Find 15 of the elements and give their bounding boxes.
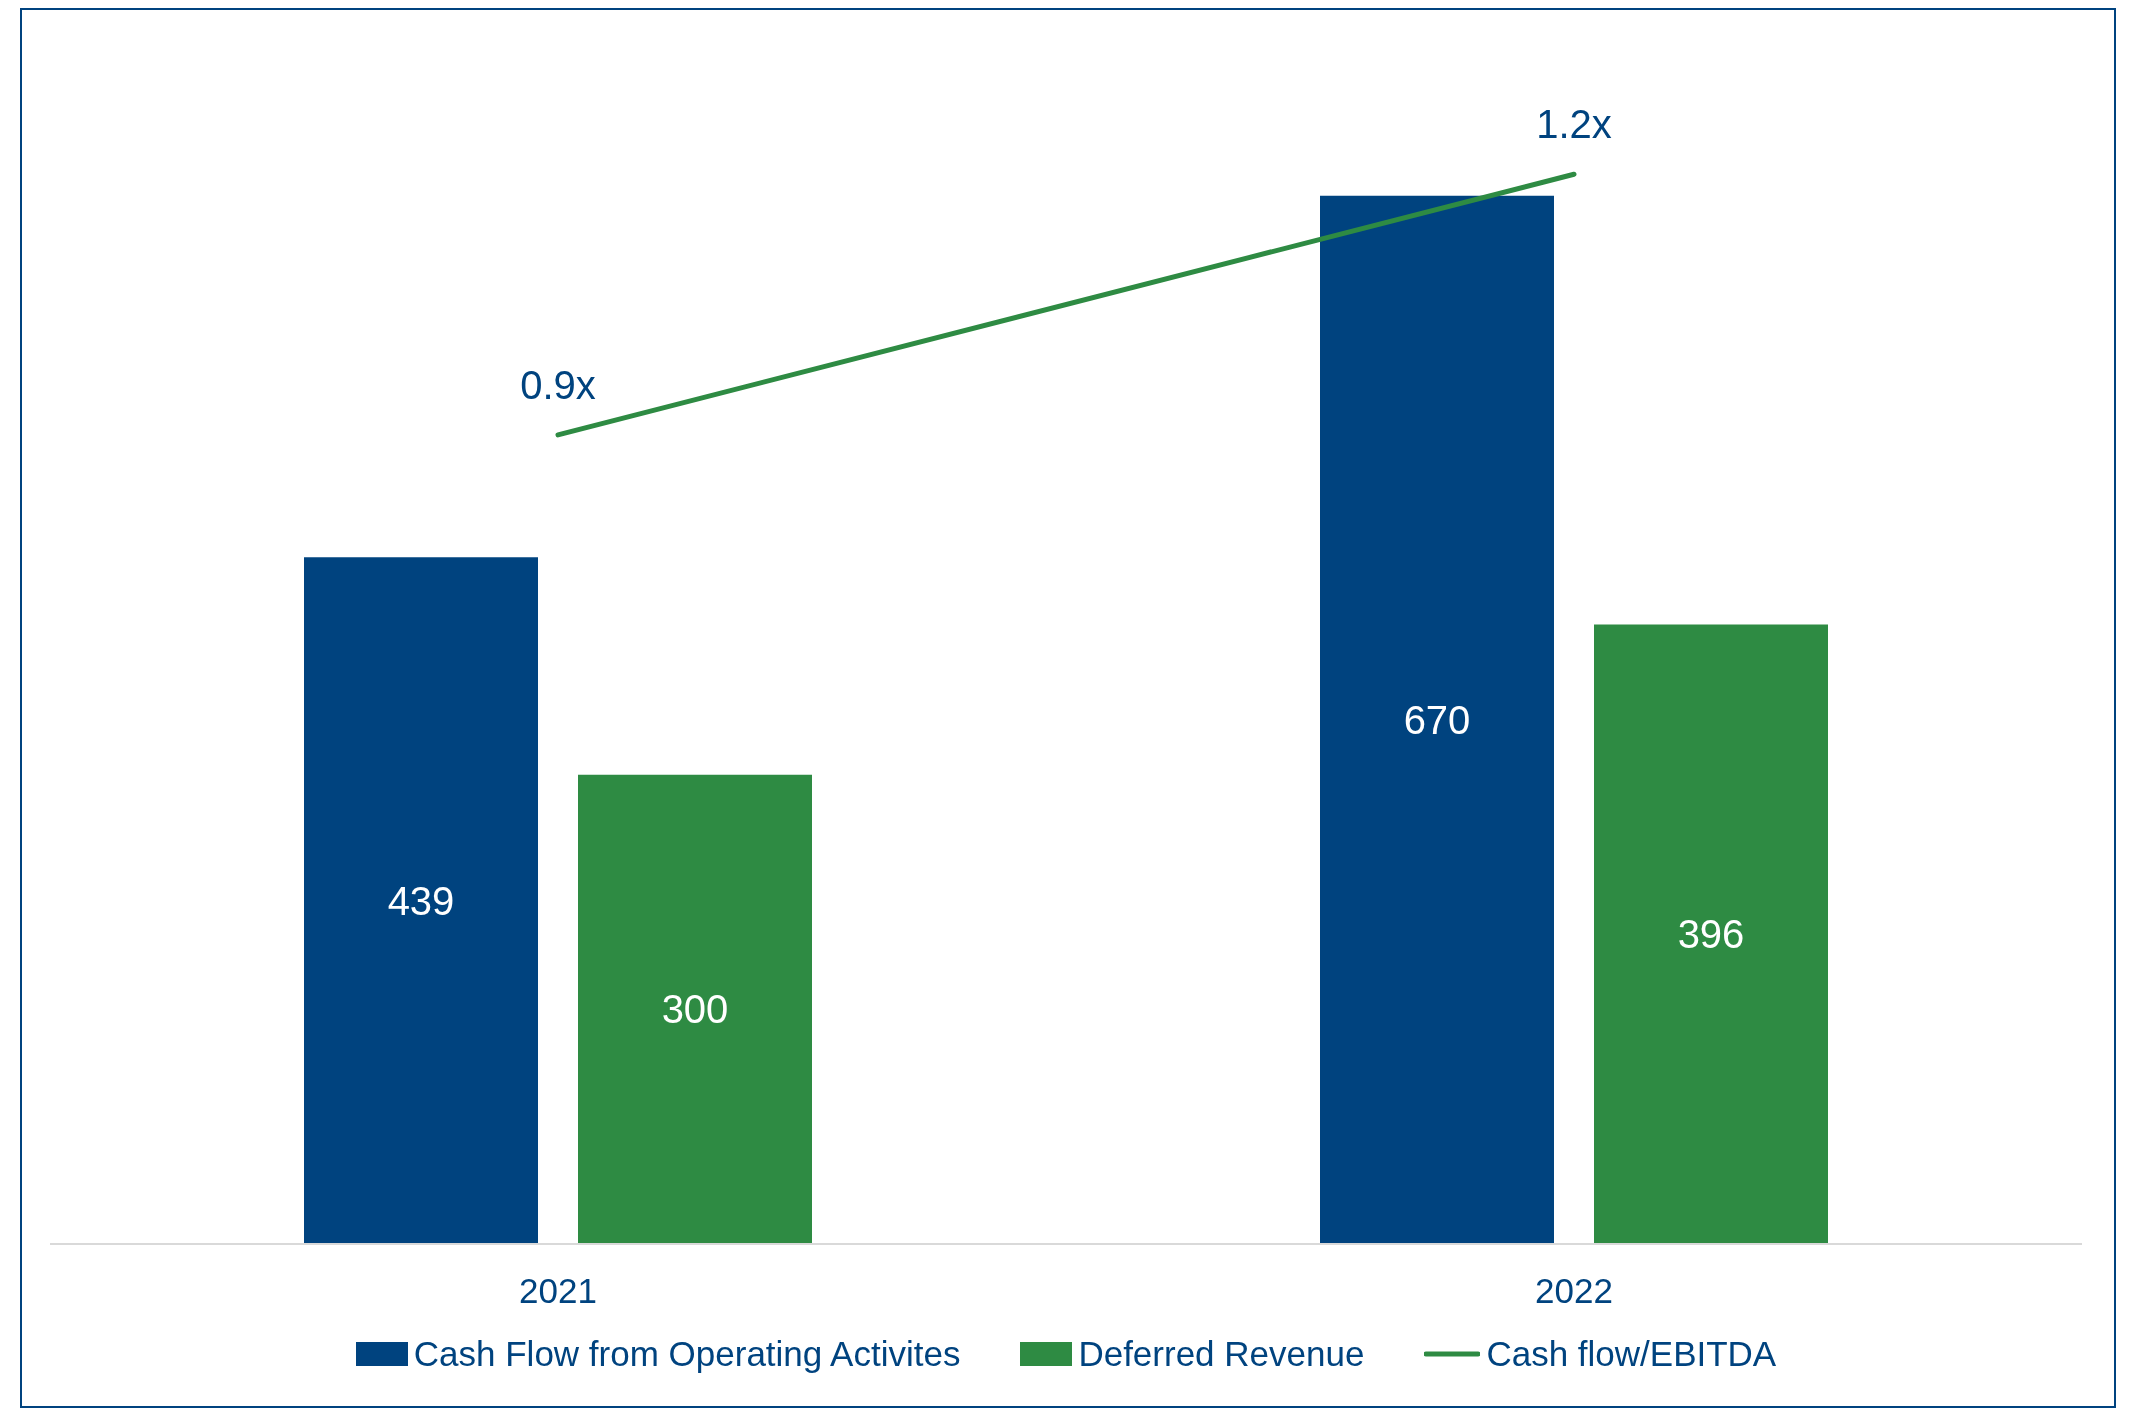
data-label: 0.9x xyxy=(520,362,596,407)
legend-label: Cash flow/EBITDA xyxy=(1486,1334,1777,1374)
data-label: 1.2x xyxy=(1536,102,1612,147)
bar xyxy=(1594,624,1828,1244)
data-label: 439 xyxy=(387,878,455,923)
legend-label: Cash Flow from Operating Activites xyxy=(413,1334,961,1374)
data-label: 300 xyxy=(661,987,729,1032)
bar xyxy=(578,774,812,1244)
x-tick-label: 2021 xyxy=(519,1270,597,1310)
x-tick-label: 2022 xyxy=(1535,1270,1613,1310)
legend-label: Deferred Revenue xyxy=(1078,1334,1365,1374)
bar xyxy=(1320,195,1554,1244)
bar xyxy=(304,557,538,1244)
data-label: 670 xyxy=(1403,697,1471,742)
data-label: 396 xyxy=(1677,912,1745,957)
